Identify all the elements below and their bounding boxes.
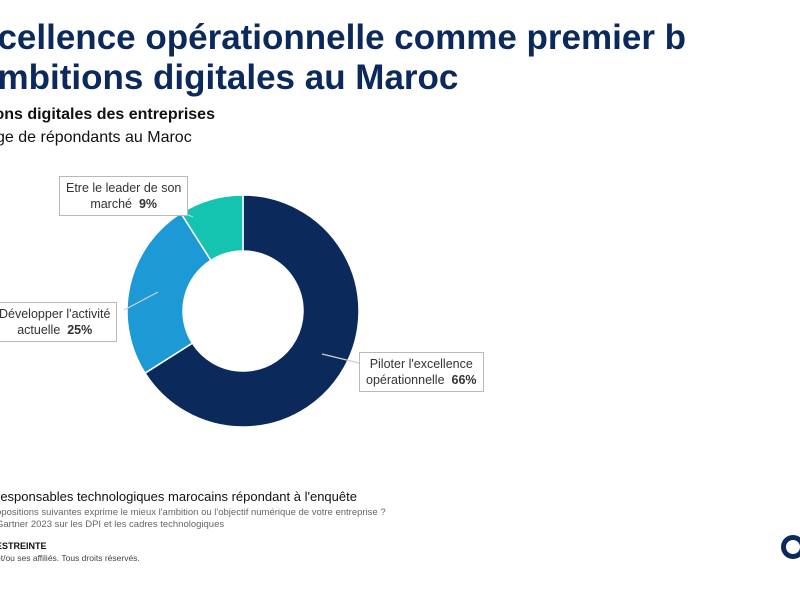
slice-developper bbox=[126, 212, 212, 375]
callout-developper: Développer l'activité actuelle 25% bbox=[0, 302, 118, 342]
title-line-2: ambitions digitales au Maroc bbox=[0, 58, 459, 97]
gartner-logo-icon bbox=[781, 535, 800, 559]
callout-leader: Etre le leader de son marché 9% bbox=[59, 176, 189, 216]
copyright-text: et/ou ses affiliés. Tous droits réservés… bbox=[0, 553, 140, 563]
chart-subtitle: ions digitales des entreprises bbox=[0, 106, 215, 123]
footnote-source: Gartner 2023 sur les DPI et les cadres t… bbox=[0, 519, 225, 530]
leader-line-developper bbox=[123, 291, 159, 311]
leader-line-piloter bbox=[321, 353, 360, 364]
callout-leader-line1: Etre le leader de son bbox=[66, 181, 182, 195]
slice-piloter bbox=[144, 194, 360, 428]
donut-chart bbox=[123, 194, 360, 428]
callout-developper-pct: 25% bbox=[67, 323, 93, 337]
callout-leader-line2: marché bbox=[90, 197, 132, 211]
chart-unit-caption: ge de répondants au Maroc bbox=[0, 129, 192, 146]
footnote-question: opositions suivantes exprime le mieux l'… bbox=[0, 507, 386, 518]
classification-label: ESTREINTE bbox=[0, 541, 47, 551]
callout-piloter-line2: opérationnelle bbox=[366, 373, 445, 387]
footnote-base: responsables technologiques marocains ré… bbox=[0, 489, 357, 504]
callout-piloter: Piloter l'excellence opérationnelle 66% bbox=[359, 352, 484, 392]
callout-leader-pct: 9% bbox=[138, 197, 158, 211]
callout-piloter-line1: Piloter l'excellence bbox=[369, 357, 473, 371]
callout-piloter-pct: 66% bbox=[451, 373, 477, 387]
title-line-1: xcellence opérationnelle comme premier b bbox=[0, 18, 687, 57]
callout-developper-line2: actuelle bbox=[17, 323, 61, 337]
callout-developper-line1: Développer l'activité bbox=[0, 307, 111, 321]
page-title: xcellence opérationnelle comme premier b… bbox=[0, 18, 800, 98]
slice-leader bbox=[179, 194, 244, 262]
